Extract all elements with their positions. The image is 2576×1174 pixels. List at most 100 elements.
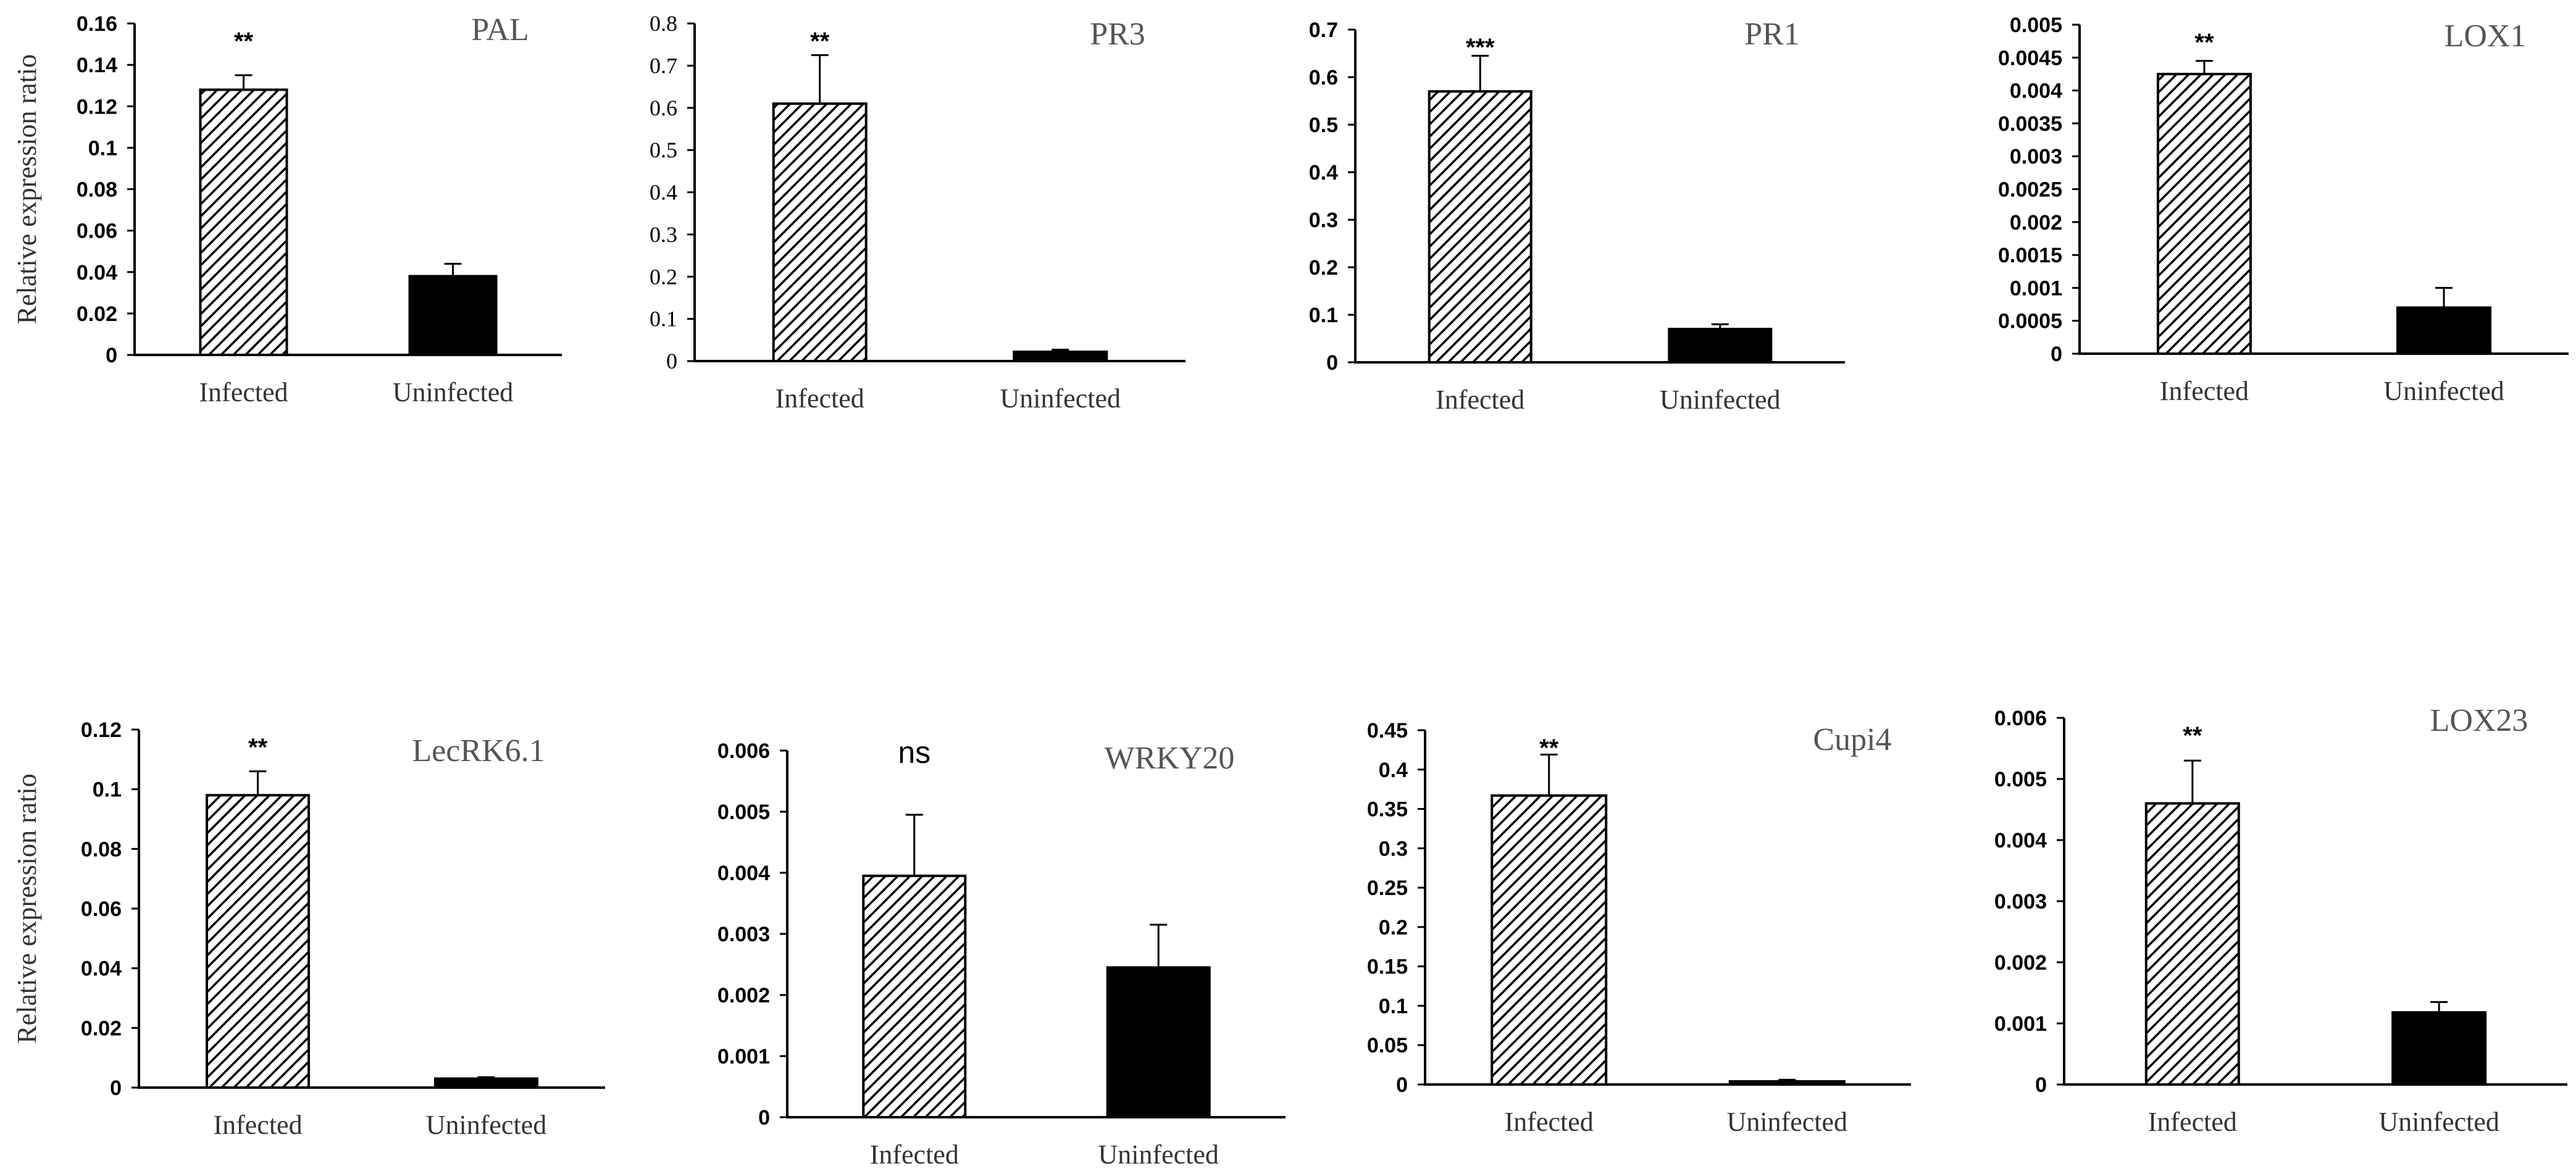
y-tick-label: 0 [2035,1073,2047,1097]
bar-infected [2144,802,2240,1086]
y-tick-label: 0 [1326,351,1338,375]
y-tick-label: 0.2 [1379,916,1408,939]
y-tick-label: 0.002 [717,984,770,1007]
significance-label: *** [1466,34,1495,61]
y-tick-label: 0.005 [2010,14,2062,37]
y-tick-label: 0 [2051,343,2062,366]
significance-label: ** [2194,29,2214,56]
y-tick-label: 0.6 [650,96,677,120]
chart-title: LOX23 [2430,703,2528,738]
y-tick-label: 0 [1396,1073,1408,1097]
y-tick-label: 0.2 [1309,256,1338,280]
chart-title: PAL [471,12,529,48]
bar-infected [199,88,288,356]
y-tick-label: 0.0005 [1998,310,2062,333]
chart-title: LecRK6.1 [412,733,545,768]
bar-infected [862,874,967,1118]
chart-title: WRKY20 [1105,741,1235,776]
y-tick-label: 0.003 [1994,890,2047,914]
y-tick-label: 0.0015 [1998,244,2062,267]
x-category-label: Uninfected [1660,385,1780,415]
y-tick-label: 0.8 [650,11,677,36]
y-tick-label: 0.12 [81,718,122,742]
y-tick-label: 0.0045 [1998,46,2062,70]
y-tick-label: 0.004 [1994,829,2047,852]
y-tick-label: 0.04 [77,261,117,285]
chart-panel-lox23: 0 0.001 0.002 0.003 0.004 0.005 0.006 Infected U… [1994,703,2567,1137]
y-tick-label: 0.5 [1309,114,1338,137]
y-tick-label: 0.002 [2010,211,2062,235]
y-tick-label: 0 [758,1106,770,1130]
bar-infected [206,794,311,1089]
y-tick-label: 0.04 [81,957,122,981]
bar-infected [2156,72,2252,355]
y-tick-label: 0.1 [1309,304,1338,327]
significance-label: ** [234,28,254,55]
y-tick-label: 0.1 [1379,994,1408,1018]
y-tick-label: 0.6 [1309,66,1338,90]
y-tick-label: 0.001 [717,1045,770,1068]
y-tick-label: 0.15 [1367,955,1408,979]
chart-title: PR1 [1744,17,1800,52]
chart-panel-pal: 0 0.02 0.04 0.06 0.08 0.1 0.12 0.14 0.16 Infected… [12,12,562,407]
chart-panel-pr3: 0 0.1 0.2 0.3 0.4 0.5 0.6 0.7 0.8 Infected Uninfec… [650,11,1186,414]
y-tick-label: 0.05 [1367,1034,1408,1057]
y-tick-label: 0.4 [1309,161,1338,185]
y-tick-label: 0.001 [1994,1012,2047,1036]
y-tick-label: 0.08 [81,838,122,861]
x-category-label: Infected [2160,376,2249,406]
x-category-label: Uninfected [2383,376,2504,406]
x-category-label: Infected [870,1139,959,1170]
chart-panel-lox1: 0 0.0005 0.001 0.0015 0.002 0.0025 0.003 0.0035… [1998,14,2569,406]
x-category-label: Uninfected [1000,383,1121,414]
y-tick-label: 0.2 [650,264,677,289]
y-tick-label: 0.7 [650,53,677,78]
y-tick-label: 0.006 [717,739,770,763]
x-category-label: Uninfected [2378,1107,2499,1137]
y-axis-label: Relative expression ratio [12,54,42,324]
y-tick-label: 0.005 [1994,768,2047,791]
bar-uninfected [1668,328,1773,364]
bar-uninfected [1013,350,1108,363]
y-tick-label: 0.06 [81,897,122,921]
y-tick-label: 0.08 [77,178,117,202]
chart-panel-lecrk6-1: 0 0.02 0.04 0.06 0.08 0.1 0.12 Infected Uninfect… [12,718,605,1140]
y-tick-label: 0.02 [77,302,117,326]
x-category-label: Infected [199,377,288,407]
x-category-label: Uninfected [1727,1107,1847,1137]
chart-panel-wrky20: 0 0.001 0.002 0.003 0.004 0.005 0.006 Infected U… [717,735,1286,1170]
chart-title: LOX1 [2444,19,2527,54]
y-tick-label: 0.25 [1367,876,1408,900]
y-tick-label: 0.5 [650,138,677,162]
significance-label: ** [810,28,830,55]
y-tick-label: 0.45 [1367,719,1408,743]
significance-label: ns [898,735,930,770]
bar-uninfected [433,1077,538,1089]
significance-label: ** [2183,722,2202,749]
y-tick-label: 0.0025 [1998,178,2062,202]
chart-title: PR3 [1090,17,1145,52]
y-tick-label: 0.4 [650,180,677,205]
y-tick-label: 0.003 [717,923,770,946]
y-tick-label: 0.001 [2010,277,2062,300]
y-tick-label: 0.16 [77,12,117,36]
y-tick-label: 0.3 [1309,209,1338,232]
bar-uninfected [408,275,498,356]
y-tick-label: 0 [106,344,117,367]
y-tick-label: 0.4 [1379,759,1408,782]
y-tick-label: 0.35 [1367,798,1408,822]
y-tick-label: 0.1 [650,307,677,331]
x-category-label: Infected [1505,1107,1594,1137]
significance-label: ** [248,734,268,761]
bar-uninfected [1106,966,1211,1118]
y-tick-label: 0.3 [650,222,677,247]
y-tick-label: 0.0035 [1998,112,2062,136]
y-tick-label: 0 [666,349,677,373]
y-tick-label: 0.006 [1994,707,2047,730]
y-tick-label: 0.004 [2010,80,2062,103]
chart-panel-cupi4: 0 0.05 0.1 0.15 0.2 0.25 0.3 0.35 0.4 0.45 Infecte… [1367,719,1911,1137]
y-tick-label: 0.06 [77,220,117,243]
significance-label: ** [1539,735,1559,762]
y-tick-label: 0.004 [717,862,770,885]
y-tick-label: 0.12 [77,95,117,119]
